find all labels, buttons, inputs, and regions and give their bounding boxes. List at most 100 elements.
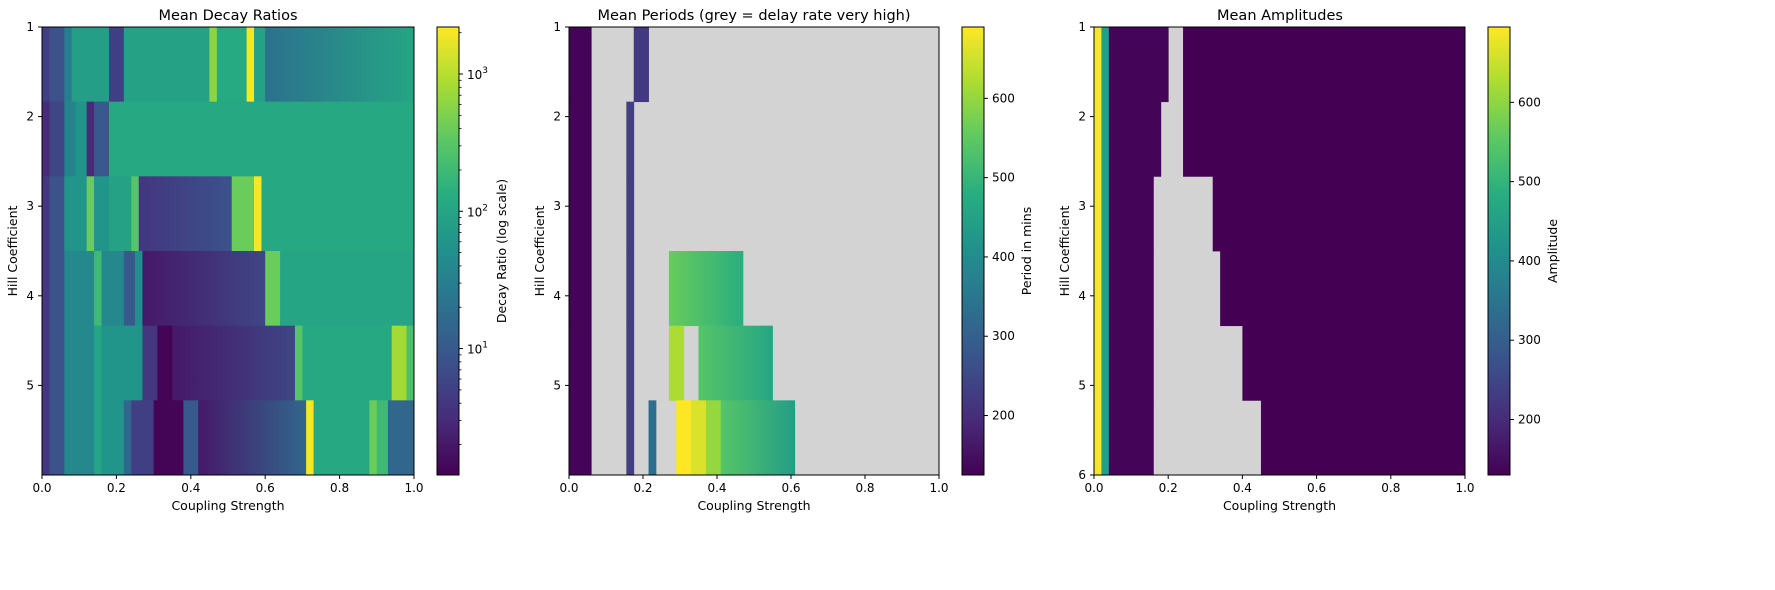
x-axis-label: Coupling Strength	[697, 498, 810, 513]
y-axis-label: Hill Coefficient	[1057, 206, 1072, 297]
heatmap-cell	[406, 325, 415, 401]
y-tick-label: 2	[553, 110, 561, 124]
colorbar-tick-label: 300	[1518, 333, 1541, 347]
heatmap-cell	[64, 325, 95, 401]
heatmap-cell	[42, 325, 50, 401]
x-tick-label: 0.2	[107, 481, 126, 495]
heatmap-cell	[1101, 176, 1110, 252]
heatmap-cell	[123, 27, 210, 103]
heatmap-cell	[101, 400, 125, 476]
heatmap-cell	[265, 251, 281, 327]
heatmap-cell	[64, 101, 76, 177]
colorbar: 200 300 400 500 600 Period in mins	[961, 26, 1034, 476]
colorbar-tick-label: 200	[1518, 412, 1541, 426]
colorbar-label: Decay Ratio (log scale)	[494, 179, 509, 323]
colorbar-tick-base: 10	[467, 68, 482, 82]
heatmap-cell	[1108, 325, 1154, 401]
x-tick-label: 0.2	[633, 481, 652, 495]
heatmap-cell	[42, 27, 50, 103]
heatmap-cell	[108, 27, 125, 103]
heatmap-cell	[1101, 251, 1110, 327]
y-tick-label: 1	[26, 20, 34, 34]
heatmap-cell	[569, 176, 592, 252]
colorbar-tick-exponent: 1	[482, 341, 488, 351]
x-tick-label: 0.4	[1233, 481, 1252, 495]
x-tick-label: 0.0	[1084, 481, 1103, 495]
heatmap-cell	[1183, 101, 1466, 177]
heatmap-cell	[153, 400, 184, 476]
heatmap-cell	[1212, 176, 1466, 252]
heatmap-cell	[261, 176, 415, 252]
heatmap-cell	[569, 27, 592, 103]
heatmap-cell	[569, 400, 592, 476]
colorbar-label: Amplitude	[1545, 219, 1560, 283]
colorbar-tick-base: 10	[467, 205, 482, 219]
x-tick-label: 1.0	[929, 481, 948, 495]
heatmap-cell	[64, 251, 95, 327]
x-tick-label: 0.8	[855, 481, 874, 495]
heatmap-cell	[676, 400, 692, 476]
heatmap-cell	[280, 251, 415, 327]
x-tick-label: 1.0	[1455, 481, 1474, 495]
heatmap-cell	[75, 101, 88, 177]
heatmap-cell	[1094, 400, 1102, 476]
x-tick-label: 0.4	[707, 481, 726, 495]
heatmap-cell	[626, 176, 635, 252]
heatmap-cell	[123, 400, 132, 476]
heatmap-cell	[49, 325, 65, 401]
x-tick-label: 0.4	[181, 481, 200, 495]
heatmap-cell	[49, 101, 65, 177]
heatmap-cell	[691, 400, 707, 476]
colorbar-tick-label: 101	[467, 341, 488, 357]
heatmap-cell	[254, 176, 262, 252]
x-tick-label: 0.2	[1159, 481, 1178, 495]
heatmap-cell	[705, 400, 722, 476]
y-tick-label: 6	[1078, 468, 1086, 482]
heatmap-cell	[1094, 325, 1102, 401]
heatmap-cell	[626, 325, 635, 401]
heatmap-cell	[387, 400, 415, 476]
heatmap-cell	[49, 400, 65, 476]
heatmap-cell	[1108, 251, 1154, 327]
y-tick-label: 4	[553, 289, 561, 303]
x-tick-label: 0.8	[1381, 481, 1400, 495]
colorbar-tick-base: 10	[467, 343, 482, 357]
heatmap-cell	[668, 251, 744, 327]
heatmap-cell	[94, 176, 110, 252]
heatmap-cell	[108, 101, 415, 177]
y-tick-label: 4	[1078, 289, 1086, 303]
heatmap-cell	[626, 101, 635, 177]
y-tick-label: 5	[26, 378, 34, 392]
axes-frame	[568, 26, 940, 476]
colorbar-tick-label: 103	[467, 66, 488, 82]
heatmap-cell	[1108, 400, 1154, 476]
heatmap-cell	[94, 400, 102, 476]
heatmap-cell	[86, 176, 95, 252]
heatmap-cell	[42, 400, 50, 476]
heatmap-cell	[1242, 325, 1466, 401]
heatmap-cell	[231, 176, 255, 252]
heatmap-cell	[42, 101, 50, 177]
heatmap-cell	[49, 251, 65, 327]
x-tick-label: 0.0	[32, 481, 51, 495]
heatmap-cell	[391, 325, 407, 401]
y-axis-label: Hill Coefficient	[532, 206, 547, 297]
heatmap-cell	[1094, 251, 1102, 327]
x-tick-label: 0.6	[1307, 481, 1326, 495]
heatmap-cell	[183, 400, 199, 476]
heatmap-cell	[1108, 27, 1169, 103]
heatmap-cell	[1101, 400, 1110, 476]
chart-title: Mean Periods (grey = delay rate very hig…	[597, 8, 910, 24]
chart-title: Mean Decay Ratios	[158, 8, 297, 24]
heatmap-cell	[42, 251, 50, 327]
heatmap-cell	[1101, 101, 1110, 177]
heatmap-cell	[216, 27, 247, 103]
colorbar-tick-label: 400	[992, 250, 1015, 264]
heatmap-cell	[569, 251, 592, 327]
heatmap-cell	[64, 400, 95, 476]
heatmap-cell	[64, 176, 88, 252]
heatmap-cell	[49, 176, 65, 252]
heatmap-panel-1: Mean Decay Ratios 0.0 0.2 0.4 0.6 0.8 1.0 1 2 3 4 5…	[5, 8, 509, 513]
colorbar-tick-label: 300	[992, 329, 1015, 343]
colorbar-scale	[1487, 26, 1511, 476]
